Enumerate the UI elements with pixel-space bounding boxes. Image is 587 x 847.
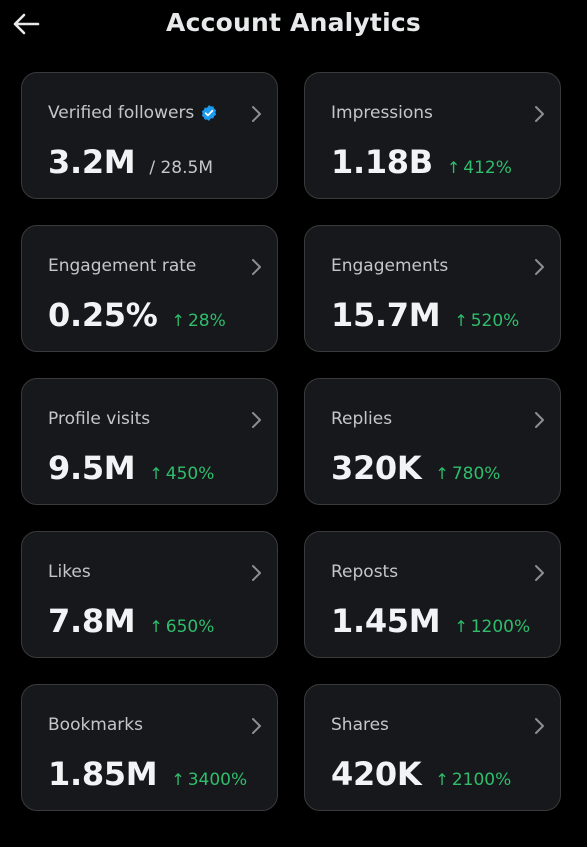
card-label-row: Profile visits [48,409,150,429]
card-likes[interactable]: Likes 7.8M ↑ 650% [21,531,278,658]
card-label-row: Impressions [331,103,433,123]
card-label-row: Shares [331,715,389,735]
card-change: ↑ 520% [454,311,519,331]
card-change: ↑ 450% [149,464,214,484]
card-change-value: 450% [165,464,215,484]
card-value: 15.7M [331,296,441,334]
card-value-row: 0.25% ↑ 28% [48,296,226,334]
card-value: 0.25% [48,296,158,334]
arrow-up-icon: ↑ [446,158,461,177]
chevron-right-icon [249,717,263,735]
arrow-up-icon: ↑ [171,311,185,330]
arrow-up-icon: ↑ [435,464,449,483]
chevron-right-icon [249,258,263,276]
card-profile-visits[interactable]: Profile visits 9.5M ↑ 450% [21,378,278,505]
card-value-row: 1.18B ↑ 412% [331,143,512,181]
chevron-right-icon [249,105,263,123]
card-reposts[interactable]: Reposts 1.45M ↑ 1200% [304,531,561,658]
card-change-value: 650% [165,617,215,637]
card-label-row: Bookmarks [48,715,143,735]
card-label-row: Likes [48,562,91,582]
card-label: Verified followers [48,103,195,123]
chevron-right-icon [532,564,546,582]
arrow-left-icon [13,13,40,35]
card-change-value: 28% [187,311,226,331]
arrow-up-icon: ↑ [149,464,163,483]
chevron-right-icon [532,105,546,123]
arrow-up-icon: ↑ [454,311,468,330]
arrow-up-icon: ↑ [149,617,163,636]
card-engagements[interactable]: Engagements 15.7M ↑ 520% [304,225,561,352]
verified-badge-icon [200,104,218,122]
card-change: ↑ 650% [149,617,214,637]
card-value-row: 320K ↑ 780% [331,449,500,487]
card-label-row: Engagement rate [48,256,196,276]
card-value-row: 3.2M / 28.5M [48,143,213,181]
card-bookmarks[interactable]: Bookmarks 1.85M ↑ 3400% [21,684,278,811]
chevron-right-icon [532,258,546,276]
card-change-value: 3400% [187,770,248,790]
card-label: Engagement rate [48,256,197,276]
card-value: 320K [331,449,422,487]
card-label: Engagements [331,256,449,276]
arrow-up-icon: ↑ [171,770,185,789]
card-value-row: 15.7M ↑ 520% [331,296,519,334]
card-shares[interactable]: Shares 420K ↑ 2100% [304,684,561,811]
card-change-value: 412% [463,158,512,178]
card-change: ↑ 780% [435,464,500,484]
card-change: ↑ 412% [447,158,512,178]
card-label: Reposts [331,562,399,582]
card-change: ↑ 3400% [171,770,247,790]
card-change: ↑ 2100% [435,770,511,790]
card-label: Shares [331,715,389,735]
card-value-row: 7.8M ↑ 650% [48,602,214,640]
card-change-value: 2100% [451,770,512,790]
card-replies[interactable]: Replies 320K ↑ 780% [304,378,561,505]
card-label: Bookmarks [48,715,143,735]
chevron-right-icon [532,717,546,735]
card-change-value: 1200% [470,617,531,637]
card-change-value: 780% [451,464,501,484]
card-change: ↑ 1200% [454,617,530,637]
card-total: / 28.5M [149,158,213,178]
analytics-grid: Verified followers 3.2M / 28.5M Impressions… [21,72,561,811]
card-value: 1.85M [48,755,158,793]
card-value-row: 1.45M ↑ 1200% [331,602,530,640]
arrow-up-icon: ↑ [435,770,449,789]
card-impressions[interactable]: Impressions 1.18B ↑ 412% [304,72,561,199]
card-value: 1.45M [331,602,441,640]
back-button[interactable] [10,8,42,40]
card-label-row: Verified followers [48,103,218,123]
card-verified-followers[interactable]: Verified followers 3.2M / 28.5M [21,72,278,199]
header-bar: Account Analytics [0,0,587,50]
card-label: Impressions [331,103,433,123]
card-label: Likes [48,562,91,582]
card-label-row: Engagements [331,256,448,276]
card-value-row: 420K ↑ 2100% [331,755,511,793]
page-title: Account Analytics [166,8,421,37]
card-value: 9.5M [48,449,136,487]
card-value: 7.8M [48,602,136,640]
chevron-right-icon [249,564,263,582]
card-value-row: 1.85M ↑ 3400% [48,755,247,793]
card-label-row: Reposts [331,562,398,582]
chevron-right-icon [249,411,263,429]
card-label: Profile visits [48,409,151,429]
card-value-row: 9.5M ↑ 450% [48,449,214,487]
chevron-right-icon [532,411,546,429]
arrow-up-icon: ↑ [454,617,468,636]
card-change: ↑ 28% [172,311,226,331]
card-value: 3.2M [48,143,136,181]
card-engagement-rate[interactable]: Engagement rate 0.25% ↑ 28% [21,225,278,352]
card-change-value: 520% [470,311,520,331]
card-label: Replies [331,409,393,429]
card-value: 1.18B [331,143,433,181]
card-label-row: Replies [331,409,392,429]
card-value: 420K [331,755,422,793]
